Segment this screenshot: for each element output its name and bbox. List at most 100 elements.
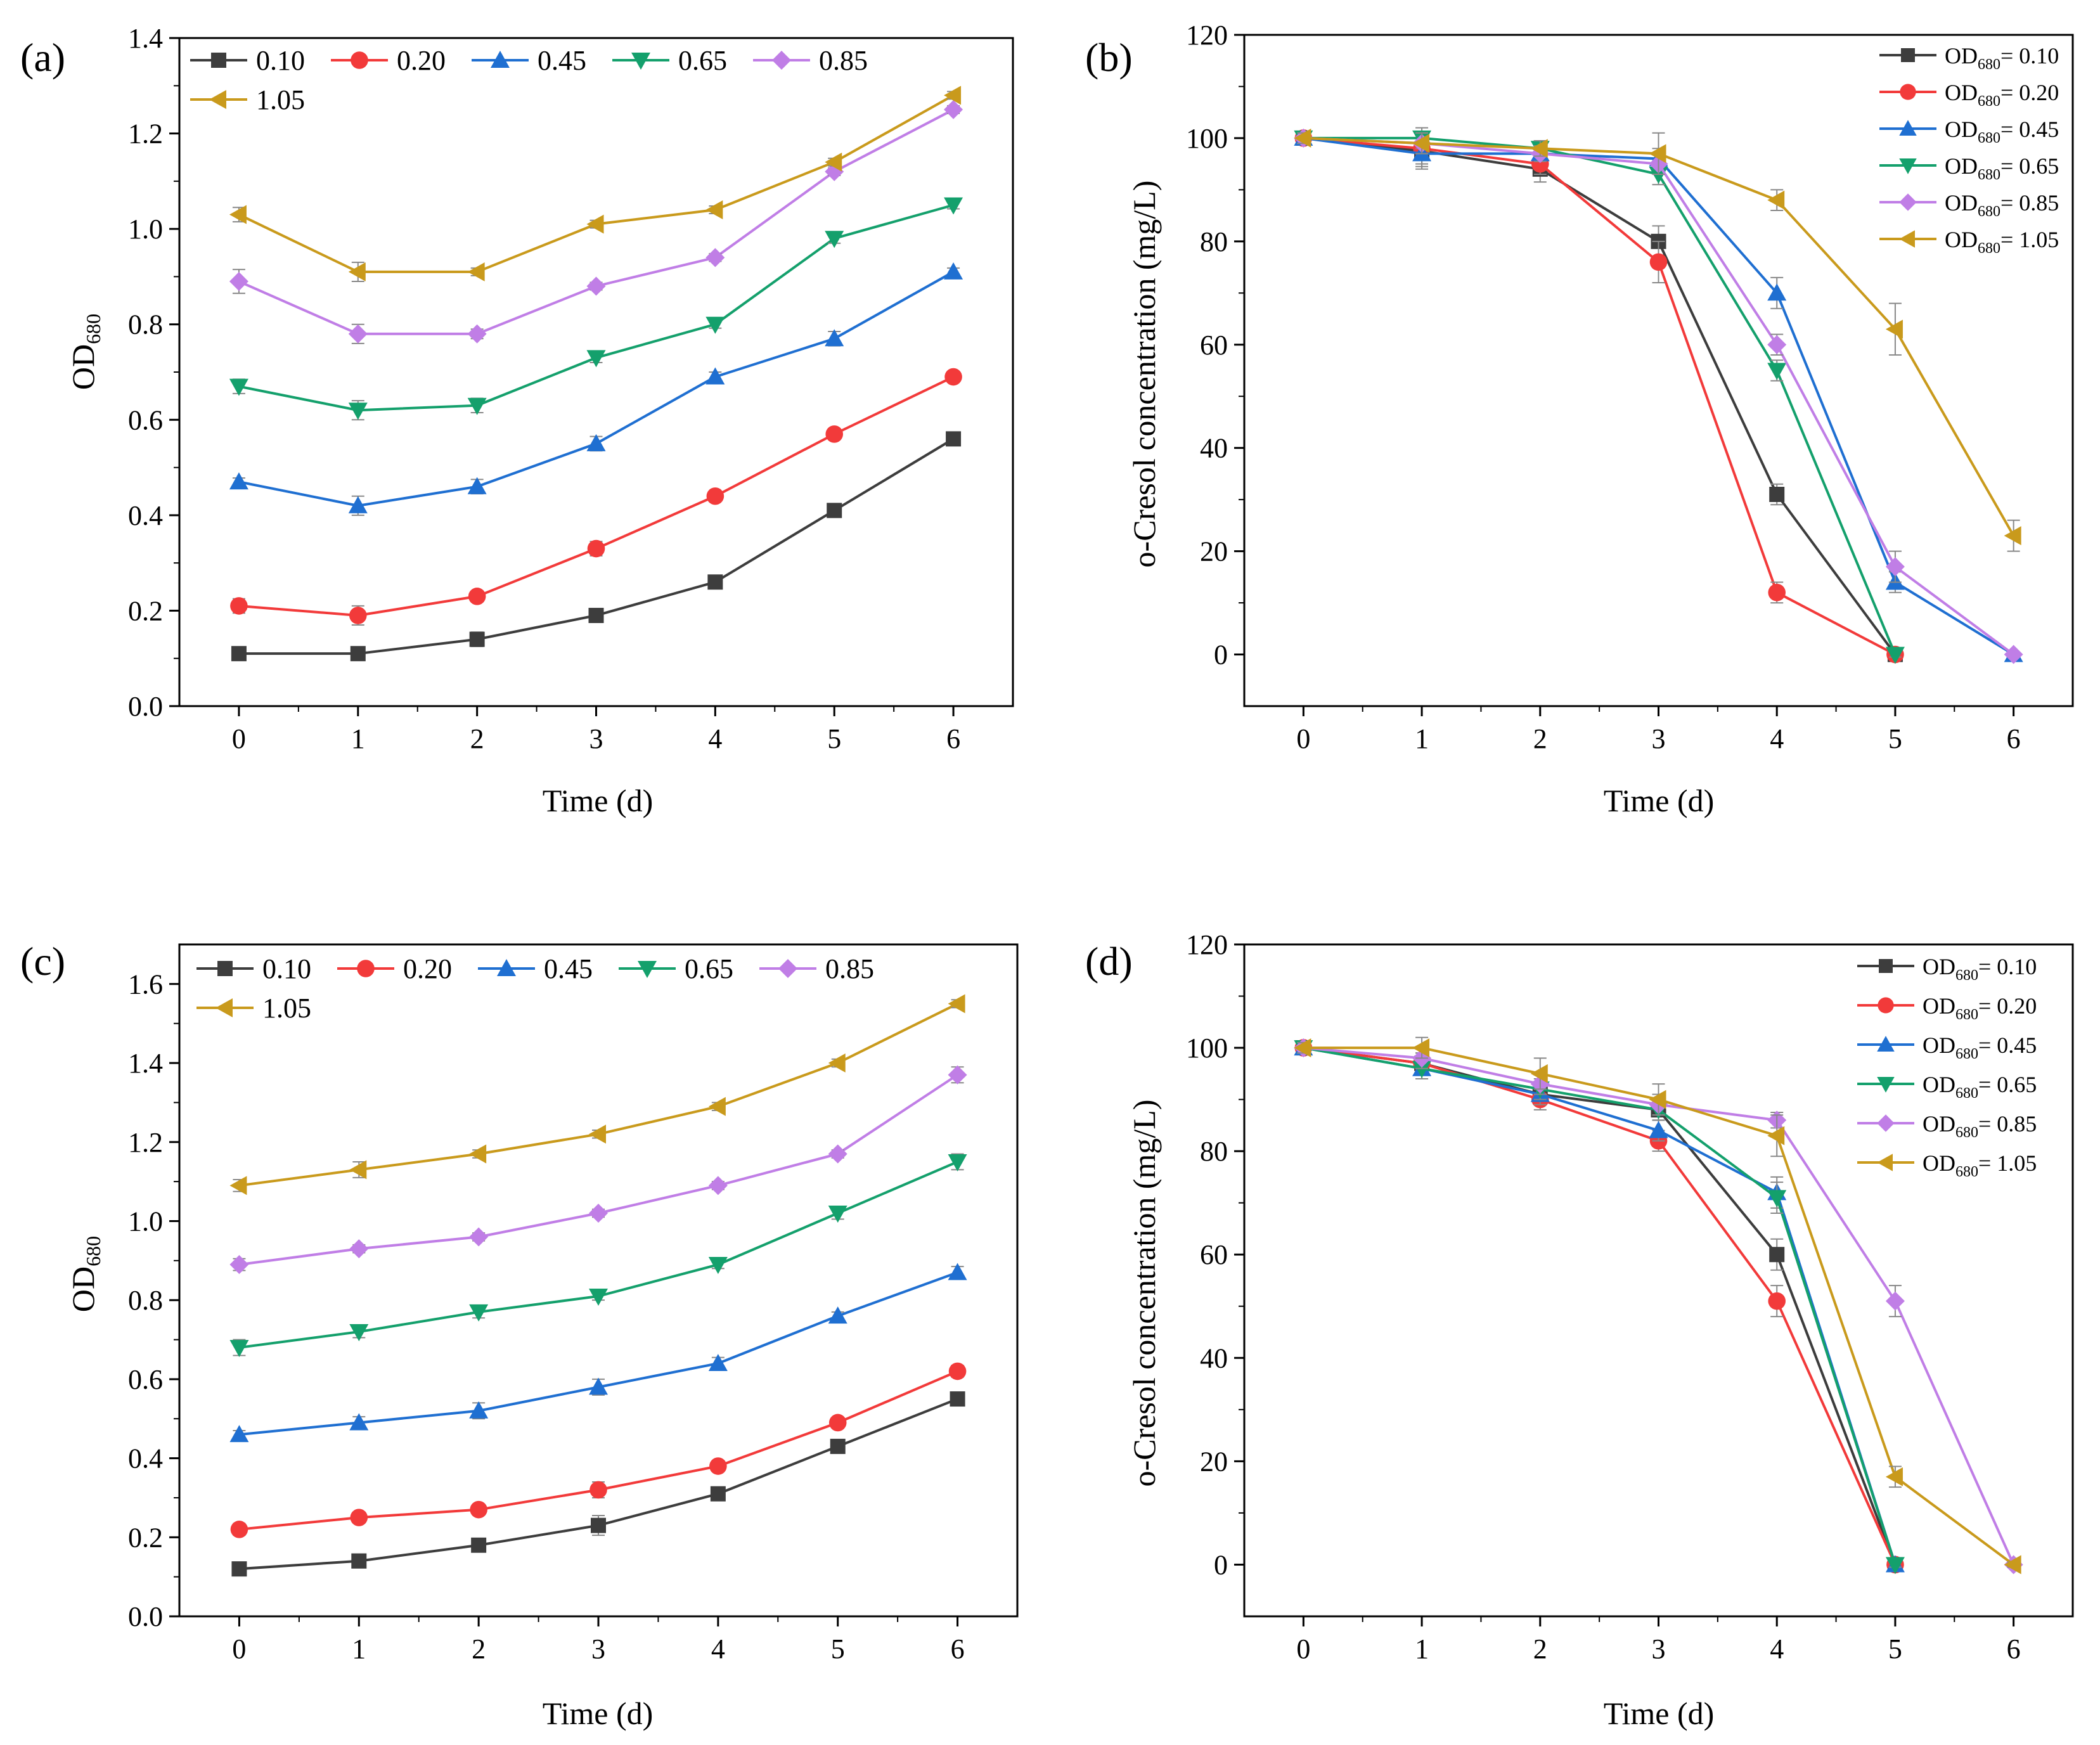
data-point-a-4 [944,197,963,215]
x-tick-label-d: 5 [1888,1633,1902,1665]
data-point-a-4 [705,316,725,334]
data-point-a-5 [825,162,844,181]
data-point-c-5 [948,1065,967,1085]
data-point-c-5 [229,1255,249,1275]
data-point-d-4 [1767,1190,1787,1207]
data-point-c-1 [830,1438,846,1454]
legend-prefix-b: OD [1945,153,1978,179]
x-tick-label-b: 0 [1296,723,1310,754]
data-point-a-3 [586,434,606,451]
legend-sub-d: 680 [1955,1085,1978,1102]
y-tick-label-d: 120 [1186,929,1228,960]
data-point-a-6 [586,214,604,234]
data-point-c-2 [470,1500,487,1519]
x-tick-label-c: 3 [591,1633,605,1665]
legend-label-d-6: OD680= 1.05 [1923,1150,2037,1180]
legend-value-d: = 0.65 [1978,1072,2037,1097]
y-axis-title-main-a: OD [65,344,101,390]
x-tick-label-c: 1 [352,1633,366,1665]
legend-marker-b-6 [1899,230,1915,248]
data-point-c-3 [828,1306,847,1324]
data-point-c-1 [471,1537,487,1553]
series-line-d-2 [1303,1046,1897,1566]
legend-marker-c-6 [216,998,233,1017]
data-point-b-6 [1530,139,1548,158]
x-tick-label-c: 2 [472,1633,486,1665]
legend-label-c-1: 0.10 [262,953,311,984]
legend-marker-a-1 [211,53,226,68]
legend-marker-b-4 [1899,158,1917,174]
data-point-b-6 [1885,319,1903,339]
chart-panel-c: (c) Time (d) OD680 0 1 2 3 4 5 6 0.0 0.2 0.4 0.6 0.… [20,939,1019,1731]
legend-label-d-1: OD680= 0.10 [1923,954,2037,984]
x-tick-label-c: 0 [232,1633,246,1665]
y-tick-label-c: 0.0 [128,1601,163,1632]
data-point-a-6 [705,200,723,220]
data-point-a-5 [229,271,248,291]
legend-label-d-4: OD680= 0.65 [1923,1072,2037,1102]
legend-prefix-d: OD [1923,1111,1955,1137]
data-point-a-2 [349,607,367,624]
legend-prefix-d: OD [1923,1072,1955,1097]
series-c-2 [230,1362,967,1538]
data-point-c-3 [589,1377,608,1395]
data-point-a-1 [350,646,366,662]
legend-marker-c-1 [217,961,233,976]
data-point-a-3 [825,329,844,347]
series-a-1 [231,431,962,662]
x-tick-label-d: 0 [1296,1633,1310,1665]
legend-marker-b-3 [1899,120,1917,136]
x-tick-label-a: 6 [946,723,960,754]
legend-label-d-3: OD680= 0.45 [1923,1033,2037,1062]
data-point-c-6 [948,994,965,1014]
y-tick-label-d: 0 [1214,1549,1228,1580]
legend-sub-d: 680 [1955,1164,1978,1180]
series-a-4 [229,197,963,421]
legend-value-d: = 0.10 [1978,954,2037,979]
x-tick-label-d: 1 [1415,1633,1429,1665]
legend-value-d: = 0.20 [1978,993,2037,1019]
x-tick-label-a: 4 [708,723,722,754]
chart-panel-d: (d) Time (d) o-Cresol concentration (mg/… [1085,929,2074,1731]
data-point-c-1 [950,1391,965,1407]
legend-label-b-3: OD680= 0.45 [1945,117,2059,146]
data-point-a-2 [706,487,725,505]
legend-marker-c-3 [497,959,516,976]
legend-marker-a-6 [209,90,226,109]
legend-marker-d-1 [1879,959,1893,973]
legend-label-a-3: 0.45 [538,45,586,76]
legend-label-c-2: 0.20 [403,953,452,984]
y-axis-title-b: o-Cresol concentration (mg/L) [1126,181,1162,568]
y-tick-label-a: 0.2 [128,595,163,626]
chart-panel-a: (a) Time (d) OD680 0 1 2 3 4 5 6 0.0 0.2 0.4 0.6 0.… [20,23,1014,818]
data-point-d-2 [1768,1292,1786,1310]
y-tick-label-b: 40 [1200,433,1228,464]
y-tick-label-d: 40 [1200,1343,1228,1374]
series-line-b-2 [1303,136,1896,656]
legend-prefix-b: OD [1945,227,1978,252]
legend-label-a-1: 0.10 [256,45,305,76]
legend-marker-b-5 [1899,193,1917,211]
legend-label-b-5: OD680= 0.85 [1945,190,2059,220]
legend-prefix-d: OD [1923,1150,1955,1176]
data-point-a-6 [944,86,962,105]
panel-label-b: (b) [1085,35,1133,80]
x-tick-label-b: 3 [1652,723,1666,754]
legend-marker-d-3 [1877,1036,1895,1052]
x-tick-label-a: 2 [470,723,484,754]
y-tick-label-b: 100 [1186,123,1228,154]
y-tick-label-d: 20 [1200,1446,1228,1477]
data-point-c-2 [948,1362,967,1381]
data-point-a-5 [944,100,963,119]
data-point-a-4 [825,231,844,248]
data-point-a-2 [587,539,605,558]
data-point-d-6 [1649,1090,1666,1109]
data-point-c-3 [229,1425,249,1443]
data-point-d-5 [1885,1291,1905,1311]
legend-label-b-1: OD680= 0.10 [1945,43,2059,73]
y-axis-title-d: o-Cresol concentration (mg/L) [1126,1100,1162,1487]
legend-value-b: = 1.05 [2000,227,2059,252]
legend-label-d-2: OD680= 0.20 [1923,993,2037,1023]
legend-sub-d: 680 [1955,967,1978,984]
data-point-c-5 [469,1227,489,1247]
